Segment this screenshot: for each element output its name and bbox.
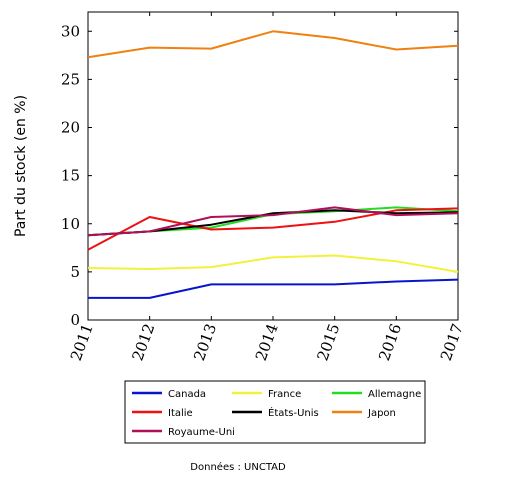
y-tick-label: 5: [70, 263, 80, 281]
y-tick-label: 10: [61, 215, 80, 233]
legend-label: Royaume-Uni: [168, 427, 235, 438]
x-tick-label: 2013: [190, 321, 220, 363]
legend-label: Japon: [367, 408, 396, 419]
legend-label: Italie: [168, 408, 193, 419]
series-line-japon: [87, 30, 459, 59]
y-tick-label: 25: [61, 70, 80, 88]
x-axis: 2011 2012 2013 2014 2015 2016 2017: [67, 12, 467, 363]
x-tick-label: 2016: [375, 321, 405, 363]
y-tick-label: 15: [61, 167, 80, 185]
plot-area: [87, 11, 459, 321]
legend-box: [124, 380, 426, 444]
y-axis: 0 5 10 15 20 25 30: [61, 22, 458, 329]
x-tick-label: 2015: [313, 321, 343, 363]
legend-label: États-Unis: [268, 406, 319, 419]
y-tick-label: 0: [70, 311, 80, 329]
x-tick-label: 2014: [252, 321, 282, 363]
plot-frame: [87, 11, 459, 321]
series-line-canada: [88, 278, 459, 299]
legend-label: Canada: [168, 389, 206, 400]
series-line-france: [87, 254, 459, 273]
series-line-italie: [87, 207, 459, 251]
x-tick-label: 2012: [128, 321, 158, 363]
y-tick-label: 30: [61, 22, 80, 40]
source-note: Données : UNCTAD: [190, 461, 286, 473]
legend: Canada France Allemagne Italie États-Unis Jap…: [124, 380, 426, 444]
series-lines: [87, 30, 459, 299]
legend-label: France: [268, 389, 301, 400]
x-tick-label: 2017: [437, 321, 467, 363]
legend-label: Allemagne: [368, 389, 421, 400]
y-tick-label: 20: [61, 119, 80, 137]
series-line-royaume-uni: [87, 206, 459, 237]
y-axis-label: Part du stock (en %): [13, 95, 29, 237]
